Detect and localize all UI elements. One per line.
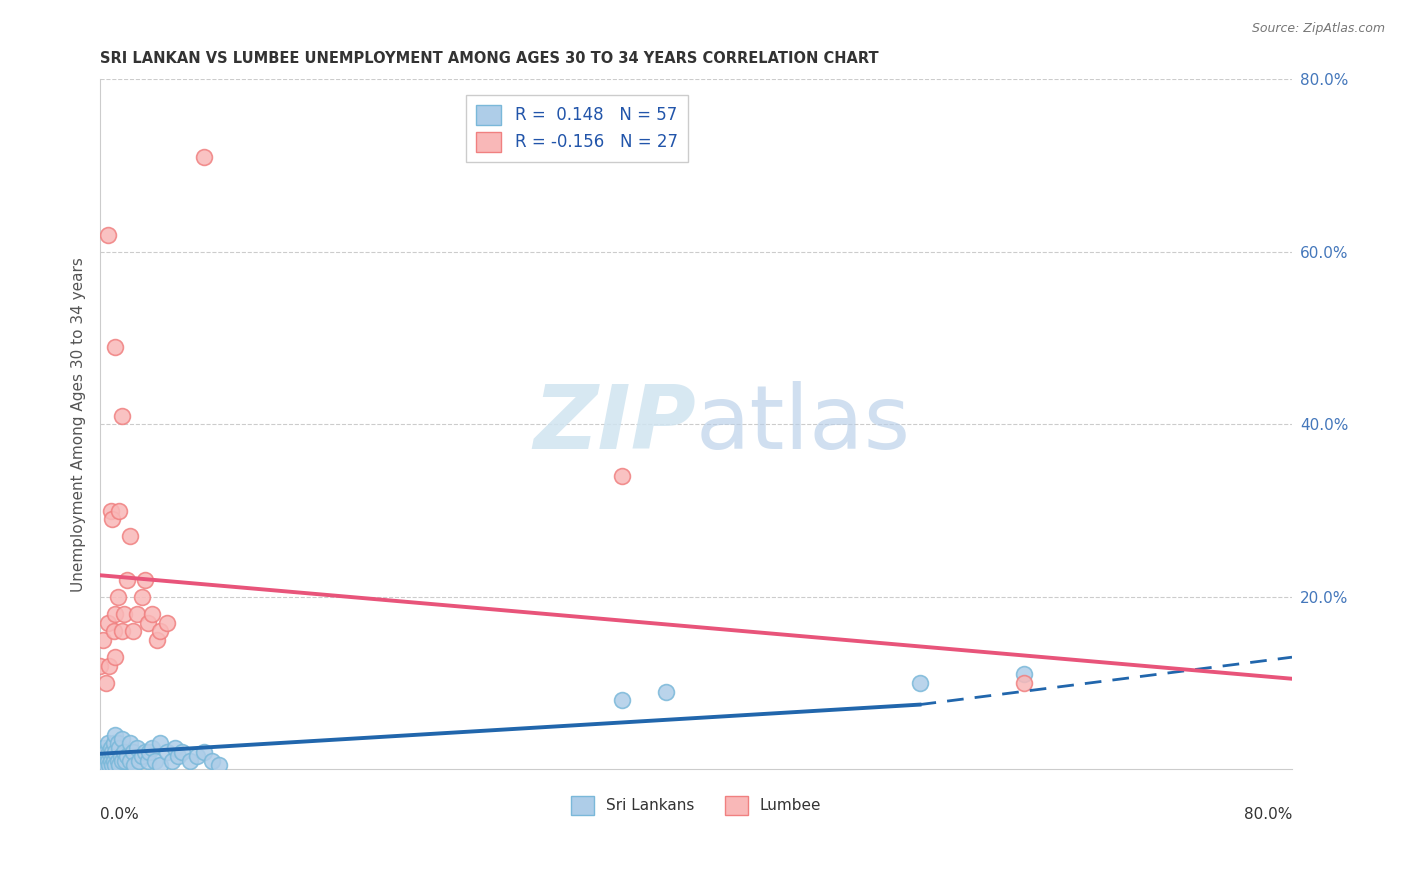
Point	[122, 624, 145, 639]
Point	[118, 736, 141, 750]
Point	[107, 736, 129, 750]
Point	[107, 754, 129, 768]
Point	[98, 658, 121, 673]
Point	[149, 624, 172, 639]
Point	[101, 745, 124, 759]
Point	[104, 745, 127, 759]
Text: ZIP: ZIP	[533, 381, 696, 467]
Point	[610, 469, 633, 483]
Point	[149, 736, 172, 750]
Point	[136, 754, 159, 768]
Point	[163, 740, 186, 755]
Text: Source: ZipAtlas.com: Source: ZipAtlas.com	[1251, 22, 1385, 36]
Point	[201, 754, 224, 768]
Point	[101, 512, 124, 526]
Point	[91, 632, 114, 647]
Point	[111, 409, 134, 423]
Point	[112, 607, 135, 621]
Point	[1012, 676, 1035, 690]
Point	[118, 754, 141, 768]
Point	[94, 676, 117, 690]
Point	[127, 607, 149, 621]
Point	[141, 740, 163, 755]
Point	[103, 736, 125, 750]
Point	[127, 740, 149, 755]
Point	[193, 150, 215, 164]
Point	[655, 684, 678, 698]
Point	[104, 758, 127, 772]
Point	[97, 615, 120, 630]
Point	[108, 758, 131, 772]
Point	[156, 745, 179, 759]
Point	[97, 227, 120, 242]
Point	[93, 754, 115, 768]
Point	[141, 607, 163, 621]
Point	[124, 758, 146, 772]
Point	[160, 754, 183, 768]
Point	[193, 745, 215, 759]
Point	[115, 749, 138, 764]
Point	[89, 745, 111, 759]
Point	[156, 615, 179, 630]
Point	[166, 749, 188, 764]
Point	[104, 728, 127, 742]
Point	[98, 745, 121, 759]
Point	[908, 676, 931, 690]
Point	[103, 754, 125, 768]
Point	[107, 590, 129, 604]
Point	[114, 754, 136, 768]
Point	[89, 658, 111, 673]
Point	[103, 624, 125, 639]
Legend: Sri Lankans, Lumbee: Sri Lankans, Lumbee	[561, 787, 831, 823]
Point	[104, 650, 127, 665]
Point	[143, 754, 166, 768]
Point	[145, 632, 167, 647]
Point	[97, 736, 120, 750]
Point	[111, 754, 134, 768]
Point	[110, 749, 132, 764]
Point	[104, 340, 127, 354]
Point	[89, 749, 111, 764]
Point	[134, 573, 156, 587]
Point	[122, 745, 145, 759]
Point	[115, 573, 138, 587]
Point	[1012, 667, 1035, 681]
Point	[100, 754, 122, 768]
Point	[101, 758, 124, 772]
Point	[100, 740, 122, 755]
Point	[111, 624, 134, 639]
Text: 80.0%: 80.0%	[1244, 807, 1292, 822]
Point	[131, 590, 153, 604]
Point	[104, 607, 127, 621]
Point	[128, 754, 150, 768]
Point	[131, 749, 153, 764]
Point	[94, 745, 117, 759]
Text: SRI LANKAN VS LUMBEE UNEMPLOYMENT AMONG AGES 30 TO 34 YEARS CORRELATION CHART: SRI LANKAN VS LUMBEE UNEMPLOYMENT AMONG …	[100, 51, 879, 66]
Point	[112, 745, 135, 759]
Text: atlas: atlas	[696, 381, 911, 467]
Y-axis label: Unemployment Among Ages 30 to 34 years: Unemployment Among Ages 30 to 34 years	[72, 257, 86, 591]
Point	[111, 732, 134, 747]
Point	[108, 740, 131, 755]
Text: 0.0%: 0.0%	[100, 807, 139, 822]
Point	[138, 745, 160, 759]
Point	[118, 529, 141, 543]
Point	[170, 745, 193, 759]
Point	[91, 740, 114, 755]
Point	[100, 503, 122, 517]
Point	[208, 758, 231, 772]
Point	[94, 758, 117, 772]
Point	[186, 749, 208, 764]
Point	[134, 745, 156, 759]
Point	[610, 693, 633, 707]
Point	[108, 503, 131, 517]
Point	[98, 758, 121, 772]
Point	[179, 754, 201, 768]
Point	[149, 758, 172, 772]
Point	[97, 754, 120, 768]
Point	[136, 615, 159, 630]
